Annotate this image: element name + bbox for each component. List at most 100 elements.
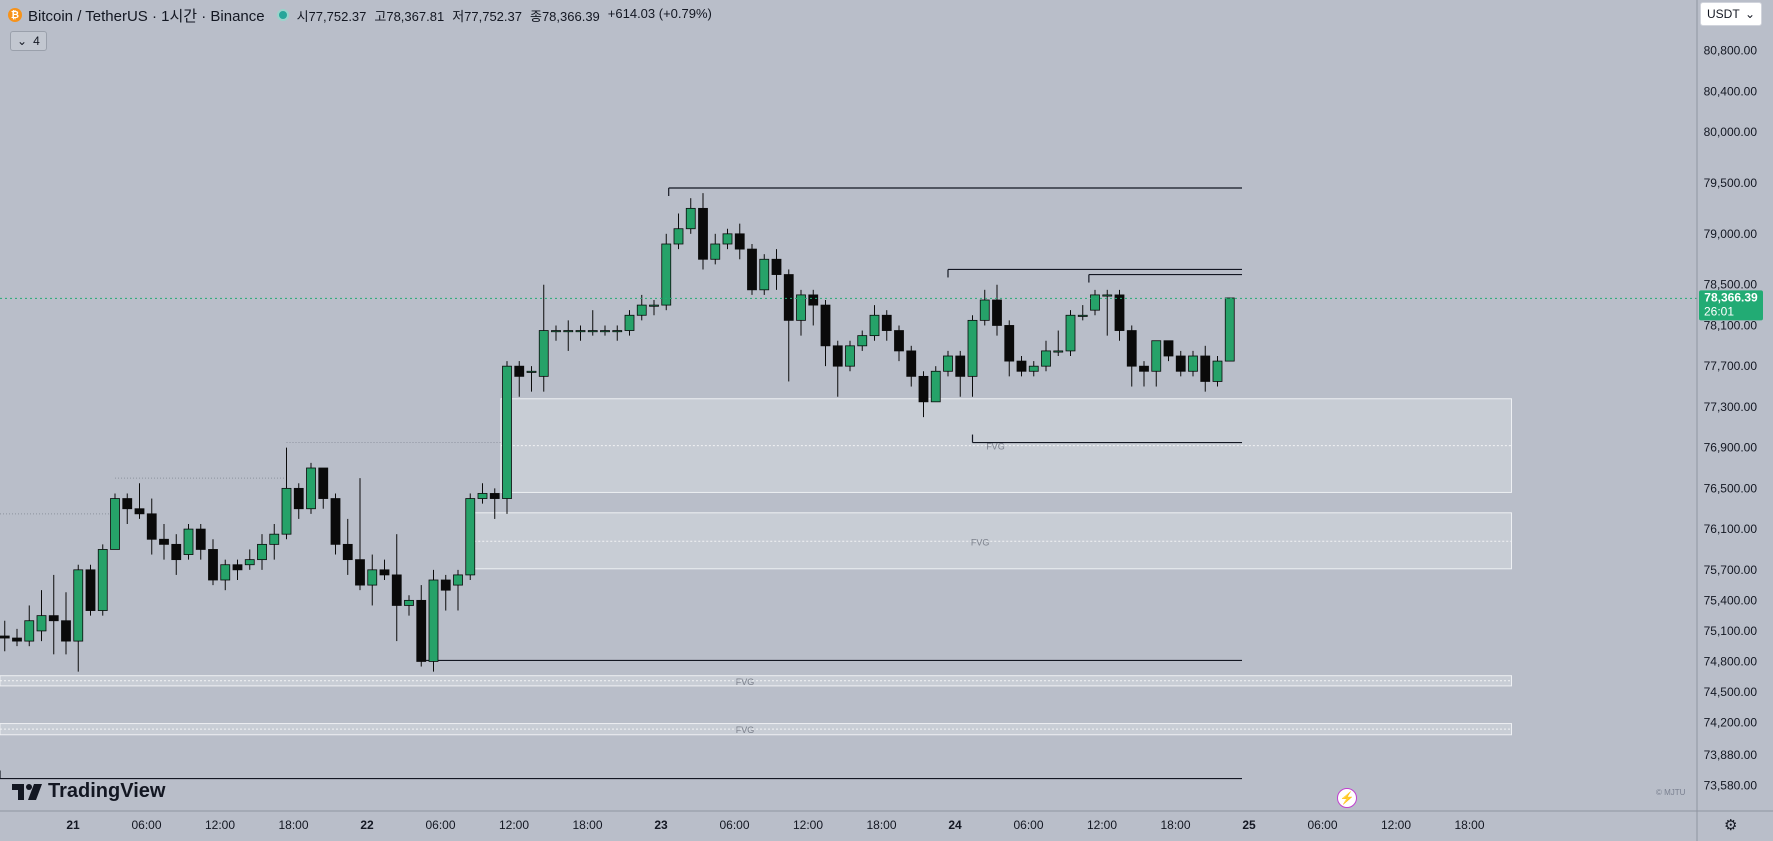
price-tick-label: 78,500.00	[1704, 278, 1758, 292]
tradingview-logo-icon	[12, 783, 42, 800]
low-value: 저77,752.37	[452, 8, 522, 24]
chevron-down-icon: ⌄	[17, 34, 28, 48]
time-axis[interactable]: 21 06:00 12:00 18:00 22 06:00 12:00 18:00 23 06:0…	[66, 818, 1485, 832]
fvg-zone	[469, 512, 1512, 570]
candle-body	[526, 370, 537, 373]
gear-icon[interactable]: ⚙	[1724, 817, 1738, 834]
candle-body	[97, 549, 108, 611]
price-tick-label: 78,100.00	[1704, 318, 1758, 332]
time-tick-label: 18:00	[278, 818, 308, 832]
candle-body	[171, 543, 182, 561]
high-value: 고78,367.81	[374, 8, 445, 24]
candle-body	[563, 330, 574, 333]
candle-body	[747, 248, 757, 291]
candle-body	[906, 350, 917, 377]
candle-countdown: 26:01	[1704, 304, 1734, 318]
candle-body	[330, 498, 341, 545]
fvg-label: FVG	[736, 677, 755, 687]
price-tick-label: 73,580.00	[1704, 779, 1758, 793]
candle-body	[1077, 314, 1088, 317]
candle-body	[857, 335, 868, 347]
time-tick-label: 25	[1242, 818, 1256, 832]
price-tick-label: 75,400.00	[1704, 593, 1758, 607]
candle-body	[1004, 325, 1015, 362]
ohlc-values: 시77,752.37 고78,367.81 저77,752.37 종78,366…	[297, 6, 712, 25]
candle-body	[832, 345, 843, 367]
candle-body	[918, 375, 929, 403]
price-tick-label: 80,400.00	[1704, 84, 1758, 98]
candle-body	[992, 299, 1002, 326]
candle-body	[783, 274, 794, 321]
candle-body	[624, 314, 635, 331]
candle-body	[195, 528, 206, 550]
candle-body	[734, 233, 745, 250]
price-tick-label: 75,700.00	[1704, 563, 1758, 577]
time-tick-label: 23	[654, 818, 668, 832]
candle-body	[930, 370, 941, 403]
price-tick-label: 80,000.00	[1704, 125, 1758, 139]
last-price-value: 78,366.39	[1704, 290, 1758, 304]
candle-body	[293, 487, 304, 510]
price-tick-label: 80,800.00	[1704, 44, 1758, 58]
time-tick-label: 06:00	[1307, 818, 1337, 832]
candle-body	[1188, 355, 1198, 372]
author-watermark: © MJTU	[1656, 788, 1686, 797]
candle-body	[281, 487, 292, 535]
price-tick-label: 79,000.00	[1704, 227, 1758, 241]
last-price-tag-bg	[1699, 290, 1763, 321]
price-tick-label: 74,800.00	[1704, 654, 1758, 668]
candle-body	[146, 513, 157, 540]
candle-body	[342, 543, 353, 561]
market-status-icon[interactable]	[276, 9, 289, 21]
price-axis[interactable]: 80,800.00 80,400.00 80,000.00 79,500.00 79,0…	[1704, 44, 1758, 793]
candle-body	[1126, 330, 1137, 367]
candle-body	[0, 635, 10, 639]
candle-body	[661, 243, 672, 306]
candle-body	[208, 549, 218, 581]
candle-body	[1139, 365, 1149, 372]
candle-body	[502, 365, 512, 499]
candle-body	[367, 569, 378, 586]
candle-body	[685, 207, 696, 230]
candle-body	[159, 538, 169, 545]
candle-body	[318, 467, 329, 499]
chevron-down-icon: ⌄	[1744, 7, 1755, 21]
price-tick-label: 77,700.00	[1704, 359, 1758, 373]
candle-body	[1151, 340, 1162, 372]
candle-body	[232, 564, 243, 571]
time-tick-label: 12:00	[1381, 818, 1411, 832]
candle-body	[85, 569, 96, 611]
time-tick-label: 06:00	[1013, 818, 1043, 832]
time-tick-label: 18:00	[866, 818, 896, 832]
candle-body	[391, 574, 402, 606]
indicators-toggle-button[interactable]: ⌄ 4	[10, 31, 47, 51]
candle-body	[612, 330, 623, 333]
price-tick-label: 79,500.00	[1704, 176, 1758, 190]
price-tick-label: 77,300.00	[1704, 400, 1758, 414]
candles	[0, 193, 1235, 672]
candle-body	[979, 299, 990, 321]
candle-body	[1041, 350, 1051, 367]
price-tick-label: 73,880.00	[1704, 748, 1758, 762]
candle-body	[894, 330, 904, 352]
candle-body	[257, 543, 267, 561]
candle-body	[428, 579, 439, 662]
tradingview-logo[interactable]: TradingView	[12, 780, 165, 803]
candle-body	[1028, 365, 1039, 372]
candle-body	[1163, 340, 1174, 357]
candle-body	[1102, 294, 1113, 297]
candle-body	[73, 569, 84, 642]
lightning-icon[interactable]: ⚡	[1337, 788, 1357, 808]
candle-body	[48, 615, 59, 622]
candle-body	[1175, 355, 1186, 372]
price-tick-label: 75,100.00	[1704, 624, 1758, 638]
time-tick-label: 06:00	[131, 818, 161, 832]
currency-select[interactable]: USDT ⌄	[1700, 2, 1762, 26]
candle-body	[845, 345, 855, 367]
symbol-title[interactable]: Bitcoin / TetherUS · 1시간 · Binance	[28, 7, 265, 25]
time-tick-label: 12:00	[793, 818, 823, 832]
price-tick-label: 74,200.00	[1704, 716, 1758, 730]
bitcoin-icon: ₿	[8, 8, 22, 22]
candle-body	[379, 569, 390, 576]
